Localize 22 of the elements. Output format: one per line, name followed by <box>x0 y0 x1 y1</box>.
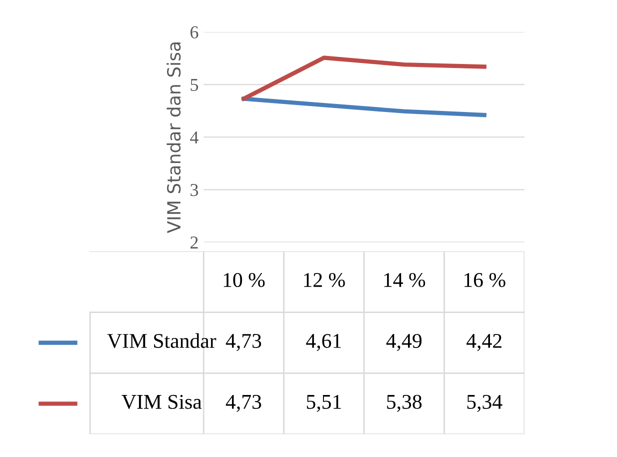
x-tick-label: 14 % <box>384 272 426 288</box>
data-label: 5,38 <box>387 394 422 412</box>
y-tick-label: 5 <box>190 78 198 91</box>
data-label: 4,73 <box>226 394 262 412</box>
x-tick-label: 12 % <box>304 272 345 288</box>
y-tick-label: 4 <box>190 131 198 144</box>
data-label: 4,42 <box>466 334 502 351</box>
y-tick-label: 6 <box>190 26 198 38</box>
line-series <box>242 56 486 101</box>
x-tick-label: 16 % <box>464 272 506 288</box>
data-label: 4,61 <box>306 334 341 351</box>
data-label: 5,51 <box>306 394 341 412</box>
data-label: 4,73 <box>226 334 262 351</box>
data-label: 5,34 <box>467 394 502 412</box>
y-tick-label: 2 <box>190 236 198 248</box>
legend-label: VIM Standar <box>107 333 216 348</box>
y-tick-label: 3 <box>190 184 198 196</box>
x-tick-label: 10 % <box>224 272 265 288</box>
line-series <box>242 96 486 118</box>
data-label: 4,49 <box>386 334 422 351</box>
y-axis-title: VIM Standar dan Sisa <box>166 42 181 234</box>
legend-label: VIM Sisa <box>122 394 202 410</box>
